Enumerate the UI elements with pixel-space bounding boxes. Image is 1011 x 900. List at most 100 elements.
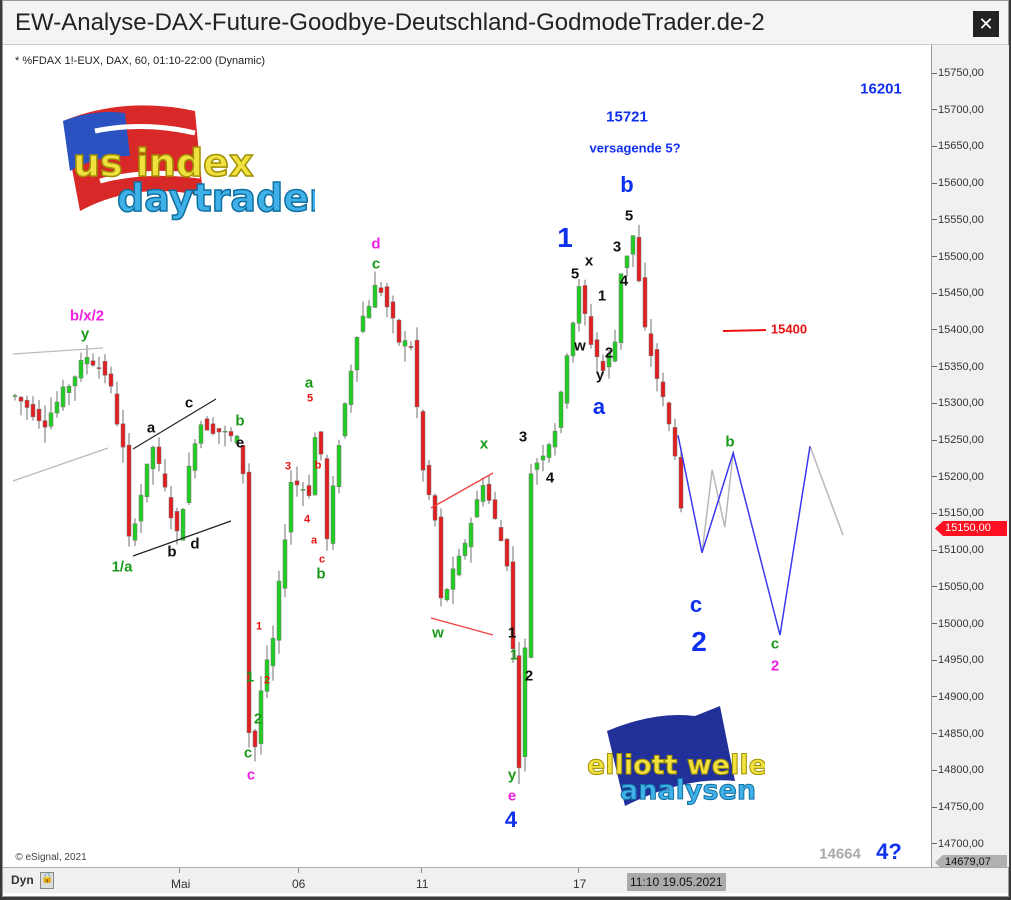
candle <box>240 445 246 475</box>
wave-label: 15721 <box>606 108 648 126</box>
price-tick: 14950,00 <box>932 654 984 667</box>
candle <box>420 411 426 471</box>
copyright: © eSignal, 2021 <box>15 852 87 863</box>
wave-label: x <box>584 252 594 270</box>
elliott-wellen-analysen-logo: elliott wellen analysen <box>585 706 787 816</box>
trendline <box>132 520 232 557</box>
trendlines <box>12 347 494 636</box>
candle <box>12 395 18 397</box>
candle <box>468 522 474 548</box>
close-icon[interactable]: ✕ <box>973 11 999 37</box>
price-tick: 15750,00 <box>932 67 984 80</box>
time-label: 11 <box>416 877 429 891</box>
candle <box>24 399 30 408</box>
price-tick: 14700,00 <box>932 838 984 851</box>
candle <box>54 401 60 414</box>
wave-label: 1 <box>509 646 519 664</box>
candle <box>384 286 390 308</box>
wave-label: 4 <box>545 469 555 487</box>
candle <box>42 420 48 428</box>
candle <box>186 465 192 503</box>
price-tick: 15150,00 <box>932 507 984 520</box>
candle <box>108 373 114 387</box>
candle <box>486 483 492 501</box>
wave-label: 4 <box>619 272 629 290</box>
wave-label: c <box>371 255 381 273</box>
candle <box>288 481 294 533</box>
candle <box>300 489 306 491</box>
candle <box>390 301 396 319</box>
trendline <box>430 617 494 636</box>
wave-label: b <box>725 433 735 451</box>
candle <box>126 444 132 537</box>
wave-label: b <box>620 172 634 197</box>
candle <box>144 463 150 497</box>
chart-header: * %FDAX 1!-EUX, DAX, 60, 01:10-22:00 (Dy… <box>15 55 266 67</box>
price-tick: 15450,00 <box>932 287 984 300</box>
wave-label: 1/a <box>111 558 133 576</box>
svg-text:analysen: analysen <box>620 775 756 806</box>
wave-label: 5 <box>306 392 314 405</box>
candle <box>606 353 612 368</box>
candle <box>480 485 486 502</box>
trendline <box>12 347 104 355</box>
dyn-mode-label[interactable]: Dyn <box>11 873 34 887</box>
candle <box>648 333 654 357</box>
candle <box>564 355 570 404</box>
price-tick: 14850,00 <box>932 728 984 741</box>
wave-label: 4 <box>504 807 518 832</box>
time-tick <box>421 868 422 873</box>
svg-text:us index: us index <box>73 141 253 185</box>
price-chart <box>12 224 844 784</box>
candle <box>528 473 534 658</box>
candle <box>510 561 516 650</box>
svg-text:daytrader: daytrader <box>117 176 315 220</box>
trendline <box>12 447 109 482</box>
projections <box>677 329 844 636</box>
candle <box>36 408 42 422</box>
candle <box>180 509 186 541</box>
price-tick: 15000,00 <box>932 618 984 631</box>
price-tick: 15400,00 <box>932 324 984 337</box>
cursor-price-tag: 14679,07 <box>935 855 1007 870</box>
wave-label: b <box>167 543 177 561</box>
wave-label: 2 <box>524 667 534 685</box>
candle <box>546 444 552 458</box>
wave-label: b <box>235 412 245 430</box>
lock-icon[interactable]: 🔒 <box>40 872 54 889</box>
candle <box>474 499 480 518</box>
target-label: 14664 <box>819 845 861 863</box>
last-price-tag: 15150,00 <box>935 521 1007 536</box>
price-tick: 14800,00 <box>932 764 984 777</box>
candles <box>12 224 684 784</box>
candle <box>72 376 78 387</box>
wave-label: x <box>479 435 489 453</box>
wave-label: 3 <box>518 428 528 446</box>
candle <box>396 319 402 343</box>
candle <box>210 423 216 434</box>
candle <box>150 446 156 470</box>
price-tick: 15500,00 <box>932 251 984 264</box>
wave-label: 1 <box>557 222 573 253</box>
wave-label: a <box>146 419 156 437</box>
time-axis: Dyn 🔒 Mai 06 11 17 11:10 19.05.2021 <box>3 867 1008 893</box>
candle <box>162 473 168 488</box>
price-tick: 15600,00 <box>932 177 984 190</box>
price-tick: 15200,00 <box>932 471 984 484</box>
wave-label: w <box>574 337 586 355</box>
price-tick: 15300,00 <box>932 397 984 410</box>
price-tick: 15550,00 <box>932 214 984 227</box>
candle <box>624 255 630 269</box>
wave-label: 3 <box>612 238 622 256</box>
price-axis: 15750,00 15700,00 15650,00 15600,00 15550,00… <box>931 45 1009 870</box>
wave-label: a <box>310 534 318 547</box>
candle <box>366 305 372 319</box>
wave-label: e <box>507 787 517 805</box>
candle <box>588 316 594 345</box>
candle <box>630 235 636 255</box>
cursor-time-tag: 11:10 19.05.2021 <box>627 873 726 891</box>
candle <box>246 471 252 734</box>
candle <box>270 637 276 667</box>
candle <box>348 370 354 405</box>
